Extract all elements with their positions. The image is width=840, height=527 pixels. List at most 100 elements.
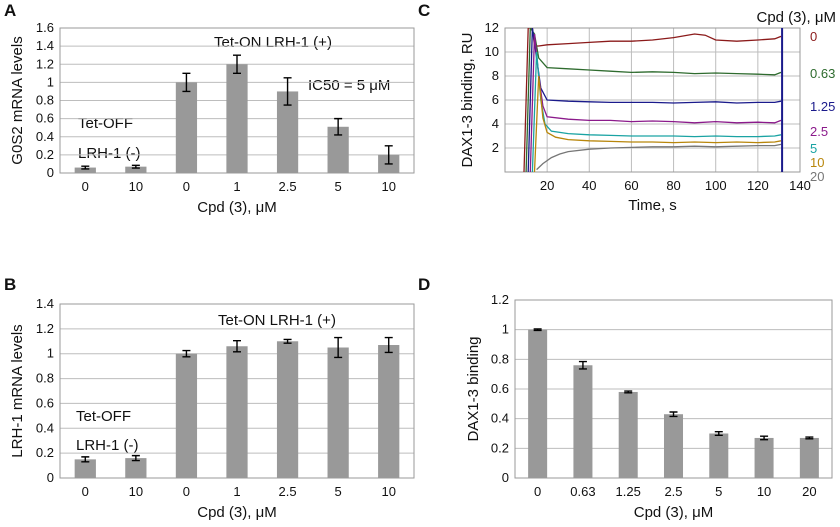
d-error-bar xyxy=(533,328,542,332)
a-ytick-label: 0.4 xyxy=(36,129,54,144)
d-xtick-label: 20 xyxy=(802,484,816,499)
panel-label-c: C xyxy=(418,1,430,20)
c-ytick-label: 10 xyxy=(485,44,499,59)
b-error-bar xyxy=(384,336,393,354)
d-xtick-label: 0 xyxy=(534,484,541,499)
c-ytick-label: 2 xyxy=(492,140,499,155)
b-annotation-tet-off: Tet-OFF xyxy=(76,408,131,425)
b-bar xyxy=(125,458,147,478)
b-bar xyxy=(276,341,299,478)
c-legend-label: 2.5 xyxy=(810,124,828,139)
d-error-bar xyxy=(805,436,814,440)
c-plot-frame xyxy=(504,27,801,173)
c-legend-label: 10 xyxy=(810,155,824,170)
panel-label-b: B xyxy=(4,275,16,294)
b-xtick-label: 0 xyxy=(183,484,190,499)
d-bar xyxy=(754,437,774,478)
d-error-bar xyxy=(578,360,587,370)
c-xtick-label: 80 xyxy=(666,178,680,193)
a-ytick-label: 1.4 xyxy=(36,38,54,53)
a-error-bar xyxy=(334,117,343,136)
c-legend-label: 1.25 xyxy=(810,99,835,114)
d-ytick-label: 1.2 xyxy=(491,292,509,307)
a-bar xyxy=(74,167,96,173)
b-ytick-label: 0.6 xyxy=(36,395,54,410)
b-ytick-label: 0.4 xyxy=(36,420,54,435)
a-xtick-label: 0 xyxy=(183,179,190,194)
b-error-bar xyxy=(283,338,292,344)
a-annotation-tet-off: Tet-OFF xyxy=(78,115,133,132)
d-xtick-label: 1.25 xyxy=(616,484,641,499)
c-legend-label: 0.63 xyxy=(810,66,835,81)
d-ytick-label: 0.6 xyxy=(491,381,509,396)
a-xtick-label: 2.5 xyxy=(279,179,297,194)
d-xtick-label: 10 xyxy=(757,484,771,499)
b-bar xyxy=(226,346,248,478)
d-bar xyxy=(573,365,593,478)
a-bar xyxy=(226,64,248,173)
d-bar xyxy=(663,414,684,478)
panel-label-d: D xyxy=(418,275,430,294)
a-ytick-label: 0.2 xyxy=(36,147,54,162)
c-xtick-label: 120 xyxy=(747,178,769,193)
a-ytick-label: 1.2 xyxy=(36,56,54,71)
a-error-bar xyxy=(131,164,140,169)
b-xtick-label: 1 xyxy=(233,484,240,499)
b-xtick-label: 10 xyxy=(129,484,143,499)
a-error-bar xyxy=(283,77,292,106)
d-error-bar xyxy=(669,411,678,418)
d-bar xyxy=(528,329,548,478)
a-annotation-tet-on: Tet-ON LRH-1 (+) xyxy=(214,34,332,51)
c-ytick-label: 6 xyxy=(492,92,499,107)
b-bar xyxy=(327,347,349,478)
c-xaxis-label: Time, s xyxy=(628,197,677,214)
d-ytick-label: 0 xyxy=(502,470,509,485)
a-ytick-label: 0.8 xyxy=(36,93,54,108)
b-ytick-label: 1 xyxy=(47,346,54,361)
a-bar xyxy=(175,82,198,173)
b-error-bar xyxy=(131,454,140,462)
a-xtick-label: 0 xyxy=(82,179,89,194)
c-legend-title: Cpd (3), μM xyxy=(757,9,837,26)
d-error-bar xyxy=(714,431,723,436)
a-xtick-label: 10 xyxy=(129,179,143,194)
b-ytick-label: 1.4 xyxy=(36,296,54,311)
d-error-bar xyxy=(760,435,769,441)
c-ytick-label: 12 xyxy=(485,20,499,35)
b-ytick-label: 1.2 xyxy=(36,321,54,336)
b-ytick-label: 0.2 xyxy=(36,445,54,460)
c-legend-label: 20 xyxy=(810,169,824,184)
a-error-bar xyxy=(81,165,90,170)
d-error-bar xyxy=(624,390,633,394)
a-ytick-label: 0 xyxy=(47,165,54,180)
c-series-line xyxy=(536,143,782,171)
d-xtick-label: 5 xyxy=(715,484,722,499)
a-xtick-label: 1 xyxy=(233,179,240,194)
b-bar xyxy=(378,345,400,478)
c-xtick-label: 140 xyxy=(789,178,811,193)
d-ytick-label: 0.4 xyxy=(491,411,509,426)
a-error-bar xyxy=(182,72,191,93)
a-ytick-label: 1.6 xyxy=(36,20,54,35)
c-ytick-label: 8 xyxy=(492,68,499,83)
b-xtick-label: 5 xyxy=(335,484,342,499)
panel-d-chart: 0 0.2 0.4 0.6 0.8 1 1.2 0 0.63 1.25 2.5 5 10 20 Cpd (3… xyxy=(465,292,833,521)
d-ytick-label: 1 xyxy=(502,322,509,337)
d-yaxis-label: DAX1-3 binding xyxy=(465,336,482,441)
c-xtick-label: 40 xyxy=(582,178,596,193)
d-bar xyxy=(709,433,729,478)
b-xtick-label: 10 xyxy=(381,484,395,499)
d-xtick-label: 0.63 xyxy=(570,484,595,499)
a-ytick-label: 0.6 xyxy=(36,111,54,126)
b-xtick-label: 2.5 xyxy=(279,484,297,499)
c-xtick-label: 100 xyxy=(705,178,727,193)
b-annotation-lrh-minus: LRH-1 (-) xyxy=(76,437,139,454)
a-xtick-label: 5 xyxy=(335,179,342,194)
b-error-bar xyxy=(182,349,191,358)
a-bar xyxy=(276,91,299,173)
c-xtick-label: 20 xyxy=(540,178,554,193)
d-xtick-label: 2.5 xyxy=(664,484,682,499)
b-error-bar xyxy=(334,336,343,359)
